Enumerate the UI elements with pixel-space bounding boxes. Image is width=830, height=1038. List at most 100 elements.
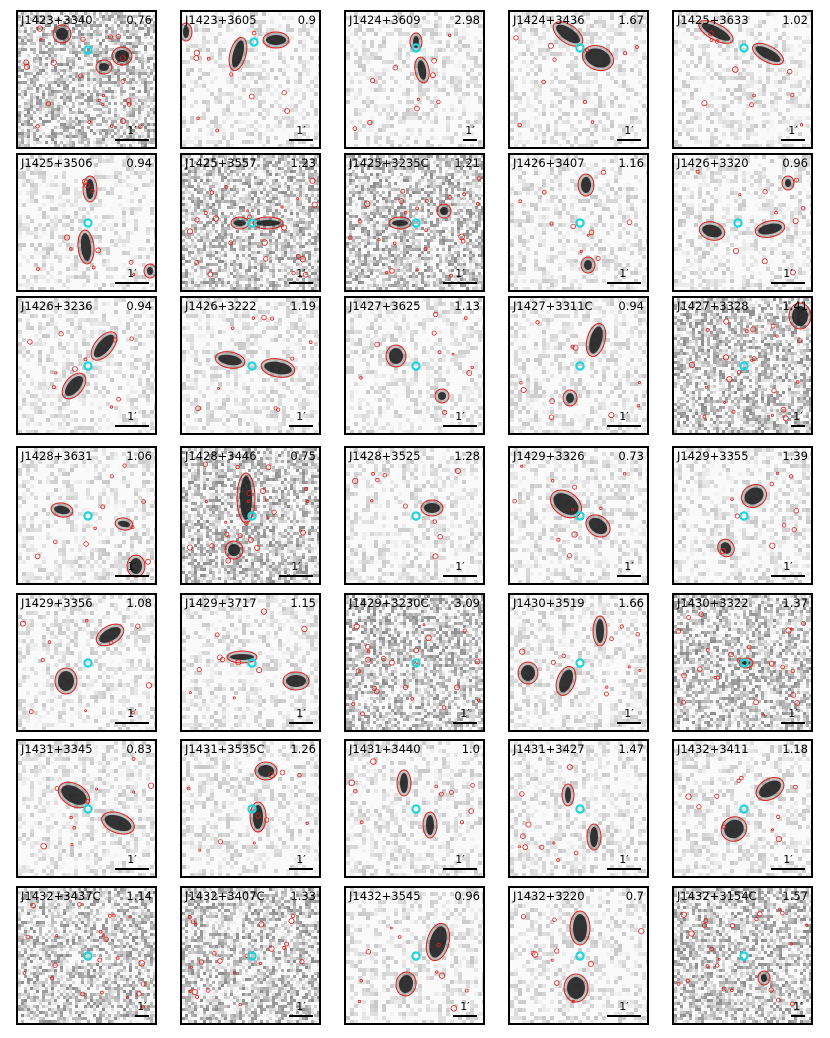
scale-bar: 1′ xyxy=(617,125,641,141)
radio-cutout-image xyxy=(346,888,483,1023)
source-name-label: J1426+3236 xyxy=(21,299,93,313)
redshift-label: 1.08 xyxy=(126,596,152,610)
source-name-label: J1425+3633 xyxy=(677,13,749,27)
radio-cutout-image xyxy=(18,448,155,583)
scale-bar: 1′ xyxy=(781,125,805,141)
scale-bar: 1′ xyxy=(115,561,149,577)
radio-cutout-image xyxy=(510,12,647,147)
redshift-label: 0.7 xyxy=(626,889,644,903)
redshift-label: 0.96 xyxy=(454,889,480,903)
cutout-panel: J1430+3519 1.66 1′ xyxy=(508,593,649,732)
radio-cutout-image xyxy=(674,888,811,1023)
scale-bar: 1′ xyxy=(791,1001,805,1017)
redshift-label: 0.76 xyxy=(126,13,152,27)
scale-bar-label: 1′ xyxy=(289,411,313,423)
scale-bar: 1′ xyxy=(279,561,313,577)
source-name-label: J1432+3545 xyxy=(349,889,421,903)
scale-bar-line xyxy=(771,282,805,284)
scale-bar-label: 1′ xyxy=(617,561,641,573)
scale-bar: 1′ xyxy=(607,854,641,870)
scale-bar-line xyxy=(791,1015,805,1017)
scale-bar-label: 1′ xyxy=(289,708,313,720)
radio-cutout-image xyxy=(674,595,811,730)
cutout-panel: J1423+3605 0.9 1′ xyxy=(180,10,321,149)
cutout-panel: J1429+3355 1.39 1′ xyxy=(672,446,813,585)
redshift-label: 1.16 xyxy=(618,156,644,170)
radio-cutout-image xyxy=(182,595,319,730)
cutout-panel: J1425+3557 1.23 1′ xyxy=(180,153,321,292)
radio-cutout-image xyxy=(510,155,647,290)
scale-bar-line xyxy=(463,139,477,141)
scale-bar: 1′ xyxy=(289,125,313,141)
redshift-label: 0.83 xyxy=(126,742,152,756)
scale-bar-line xyxy=(781,139,805,141)
scale-bar-label: 1′ xyxy=(463,125,477,137)
source-name-label: J1423+3605 xyxy=(185,13,257,27)
scale-bar-line xyxy=(453,722,477,724)
source-name-label: J1429+3326 xyxy=(513,449,585,463)
redshift-label: 0.75 xyxy=(290,449,316,463)
scale-bar-label: 1′ xyxy=(443,561,477,573)
redshift-label: 1.23 xyxy=(290,156,316,170)
cutout-panel: J1428+3525 1.28 1′ xyxy=(344,446,485,585)
source-name-label: J1426+3320 xyxy=(677,156,749,170)
scale-bar-line xyxy=(115,139,149,141)
scale-bar-label: 1′ xyxy=(115,561,149,573)
scale-bar-line xyxy=(617,722,641,724)
scale-bar: 1′ xyxy=(115,708,149,724)
cutout-panel: J1431+3345 0.83 1′ xyxy=(16,739,157,878)
radio-cutout-image xyxy=(674,12,811,147)
scale-bar-line xyxy=(791,425,805,427)
redshift-label: 0.73 xyxy=(618,449,644,463)
source-name-label: J1428+3525 xyxy=(349,449,421,463)
radio-cutout-image xyxy=(182,888,319,1023)
scale-bar: 1′ xyxy=(115,125,149,141)
scale-bar-label: 1′ xyxy=(607,1001,641,1013)
cutout-panel: J1426+3407 1.16 1′ xyxy=(508,153,649,292)
redshift-label: 1.39 xyxy=(782,449,808,463)
scale-bar-label: 1′ xyxy=(791,1001,805,1013)
redshift-label: 1.47 xyxy=(618,742,644,756)
source-name-label: J1426+3407 xyxy=(513,156,585,170)
scale-bar-line xyxy=(781,722,805,724)
radio-cutout-image xyxy=(346,155,483,290)
scale-bar: 1′ xyxy=(463,125,477,141)
cutout-panel: J1425+3633 1.02 1′ xyxy=(672,10,813,149)
radio-cutout-image xyxy=(18,741,155,876)
scale-bar-line xyxy=(607,425,641,427)
scale-bar-label: 1′ xyxy=(135,1001,149,1013)
cutout-panel: J1432+3437C 1.14 1′ xyxy=(16,886,157,1025)
scale-bar-line xyxy=(443,425,477,427)
source-name-label: J1431+3345 xyxy=(21,742,93,756)
scale-bar-label: 1′ xyxy=(115,125,149,137)
scale-bar-label: 1′ xyxy=(289,125,313,137)
radio-cutout-image xyxy=(18,155,155,290)
radio-cutout-image xyxy=(510,448,647,583)
redshift-label: 1.18 xyxy=(782,742,808,756)
cutout-panel: J1423+3340 0.76 1′ xyxy=(16,10,157,149)
scale-bar: 1′ xyxy=(115,854,149,870)
scale-bar-line xyxy=(771,868,805,870)
source-name-label: J1430+3519 xyxy=(513,596,585,610)
scale-bar-label: 1′ xyxy=(617,125,641,137)
scale-bar: 1′ xyxy=(617,561,641,577)
scale-bar-label: 1′ xyxy=(607,854,641,866)
redshift-label: 0.94 xyxy=(618,299,644,313)
scale-bar-label: 1′ xyxy=(115,708,149,720)
radio-cutout-image xyxy=(346,595,483,730)
scale-bar-line xyxy=(289,868,313,870)
scale-bar: 1′ xyxy=(443,268,477,284)
scale-bar-label: 1′ xyxy=(781,125,805,137)
source-name-label: J1428+3631 xyxy=(21,449,93,463)
cutout-panel: J1429+3230C 3.09 1′ xyxy=(344,593,485,732)
scale-bar-label: 1′ xyxy=(453,1001,477,1013)
source-name-label: J1427+3625 xyxy=(349,299,421,313)
radio-cutout-image xyxy=(346,298,483,433)
redshift-label: 1.41 xyxy=(782,299,808,313)
scale-bar-line xyxy=(617,139,641,141)
radio-cutout-image xyxy=(346,448,483,583)
redshift-label: 1.37 xyxy=(782,596,808,610)
scale-bar-label: 1′ xyxy=(115,411,149,423)
redshift-label: 1.57 xyxy=(782,889,808,903)
redshift-label: 0.96 xyxy=(782,156,808,170)
